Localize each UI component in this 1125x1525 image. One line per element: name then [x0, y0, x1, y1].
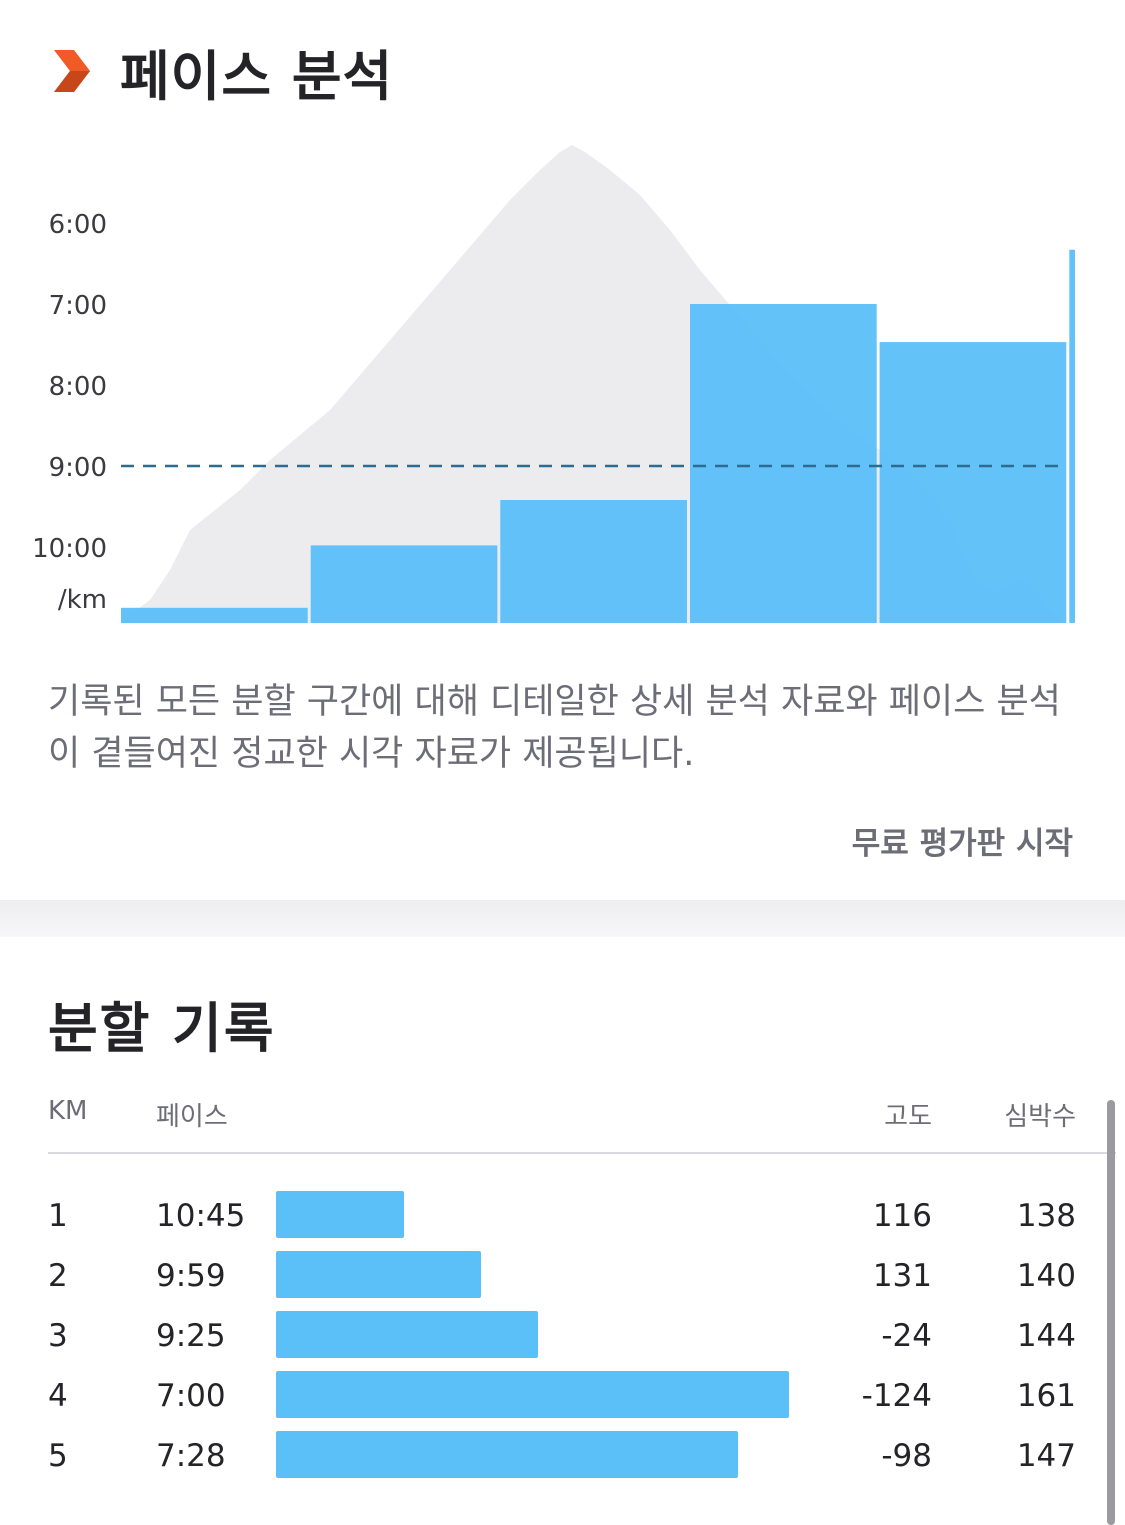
split-pace: 9:25 [156, 1318, 226, 1354]
split-elevation: 116 [872, 1198, 932, 1234]
column-header-km: KM [48, 1096, 88, 1126]
scrollbar[interactable] [1107, 1100, 1115, 1525]
split-pace-bar [276, 1431, 738, 1478]
table-row: 3 9:25 -24 144 [0, 1306, 1125, 1366]
table-row: 4 7:00 -124 161 [0, 1366, 1125, 1426]
split-km: 3 [48, 1318, 68, 1354]
y-tick-label: 7:00 [49, 291, 107, 321]
chevron-right-icon [54, 50, 90, 92]
table-row: 1 10:45 116 138 [0, 1186, 1125, 1246]
split-heart-rate: 161 [1016, 1378, 1076, 1414]
description-text: 기록된 모든 분할 구간에 대해 디테일한 상세 분석 자료와 페이스 분석이 … [48, 682, 1061, 774]
split-elevation: 131 [872, 1258, 932, 1294]
split-km: 1 [48, 1198, 68, 1234]
table-row: 5 7:28 -98 147 [0, 1426, 1125, 1486]
section-divider [0, 900, 1125, 937]
pace-chart-svg: 6:00 7:00 8:00 9:00 10:00/km [32, 145, 1075, 624]
split-heart-rate: 140 [1016, 1258, 1076, 1294]
split-heart-rate: 138 [1016, 1198, 1076, 1234]
split-pace-bar [276, 1371, 789, 1418]
table-row: 2 9:59 131 140 [0, 1246, 1125, 1306]
pace-bar [121, 607, 308, 624]
split-km: 2 [48, 1258, 68, 1294]
split-elevation: -98 [881, 1438, 932, 1474]
split-elevation: -124 [861, 1378, 932, 1414]
split-pace: 10:45 [156, 1198, 246, 1234]
pace-bar [1069, 249, 1075, 623]
column-header-heart-rate: 심박수 [1004, 1102, 1076, 1132]
table-divider [48, 1152, 1116, 1154]
y-tick-label: 10:00 [32, 534, 107, 564]
y-tick-label: 8:00 [49, 372, 107, 402]
split-elevation: -24 [881, 1318, 932, 1354]
pace-chart: 6:00 7:00 8:00 9:00 10:00/km [0, 130, 1125, 640]
column-header-pace: 페이스 [156, 1102, 228, 1132]
pace-bar [879, 342, 1067, 623]
split-pace-bar [276, 1251, 481, 1298]
pace-analysis-section: 페이스 분석 6:00 7:00 8:00 9:00 10:00/km 기록된 모든 분… [0, 36, 1125, 862]
column-header-elevation: 고도 [884, 1102, 932, 1132]
free-trial-link[interactable]: 무료 평가판 시작 [851, 826, 1073, 862]
pace-bar [310, 545, 498, 623]
split-pace: 9:59 [156, 1258, 226, 1294]
split-pace-bar [276, 1191, 404, 1238]
pace-bar [500, 500, 687, 623]
split-pace: 7:28 [156, 1438, 226, 1474]
y-tick-label: 9:00 [49, 453, 107, 483]
splits-title: 분할 기록 [48, 997, 276, 1060]
split-pace-bar [276, 1311, 538, 1358]
split-heart-rate: 147 [1016, 1438, 1076, 1474]
split-km: 5 [48, 1438, 68, 1474]
split-km: 4 [48, 1378, 68, 1414]
y-tick-label: 6:00 [49, 210, 107, 240]
pace-bar [690, 304, 877, 623]
split-heart-rate: 144 [1016, 1318, 1076, 1354]
split-pace: 7:00 [156, 1378, 226, 1414]
splits-table-header: KM 페이스 고도 심박수 [48, 1096, 1080, 1136]
page-title: 페이스 분석 [120, 44, 394, 108]
y-unit-label: /km [58, 585, 107, 615]
section-header: 페이스 분석 [52, 36, 393, 108]
